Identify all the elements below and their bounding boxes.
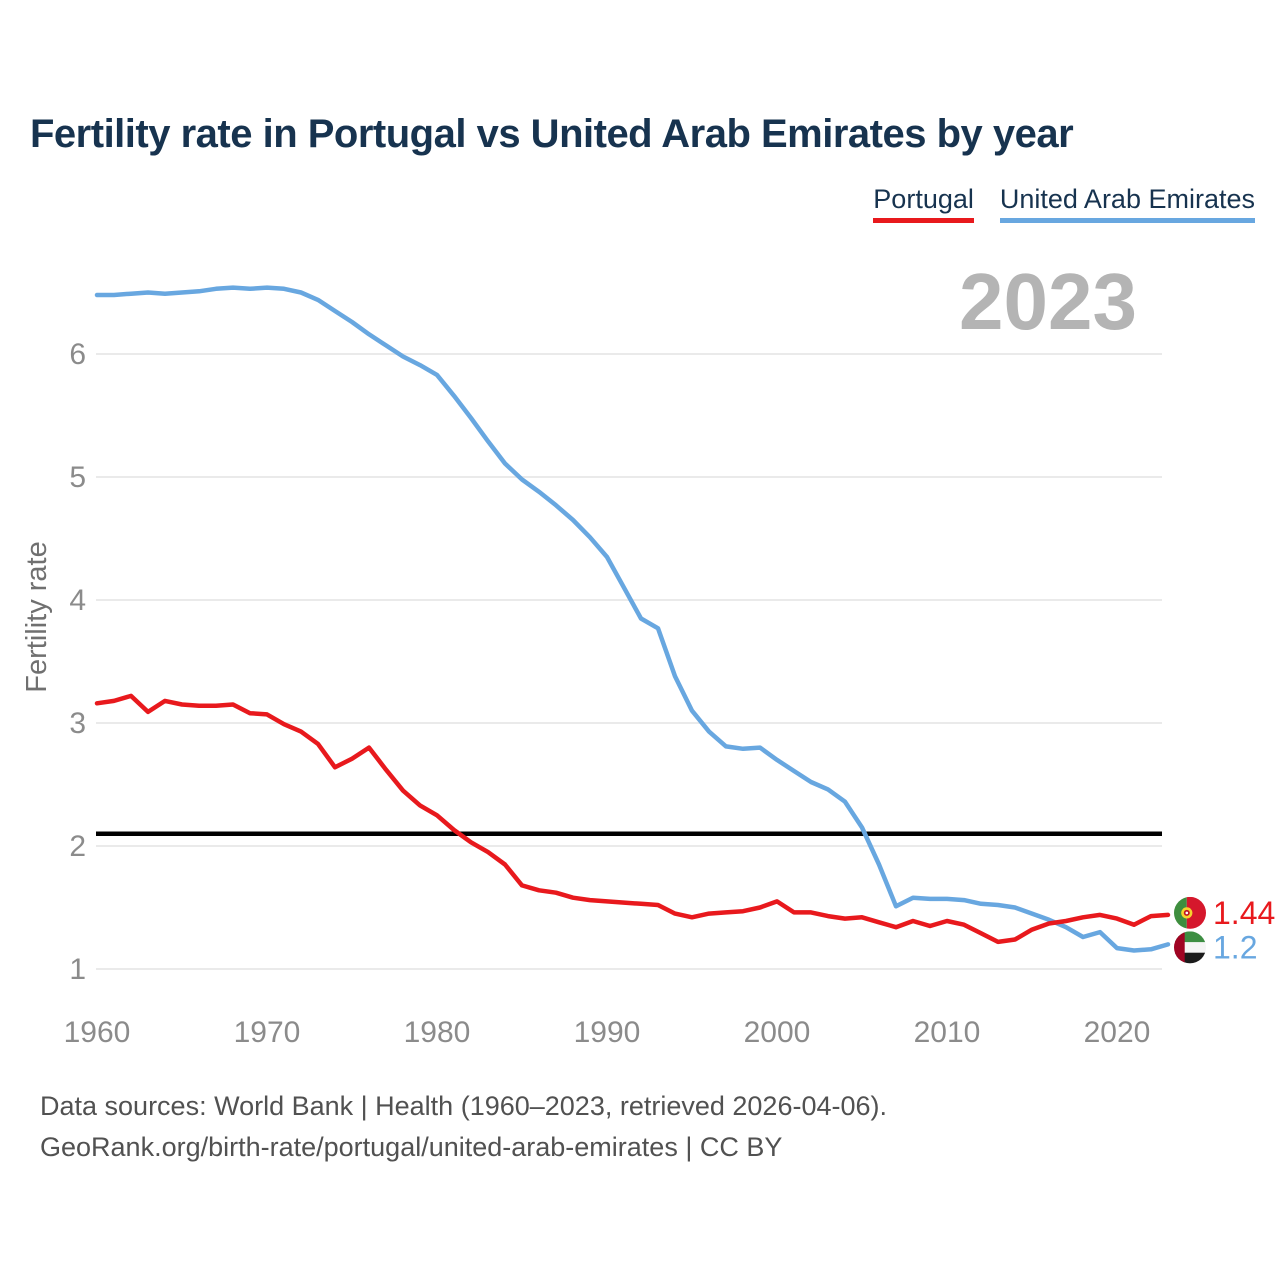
legend-item-united-arab-emirates[interactable]: United Arab Emirates [999,184,1255,223]
x-tick-label: 1970 [234,1016,301,1049]
y-tick-label: 4 [69,584,86,617]
footer-source-line: Data sources: World Bank | Health (1960–… [40,1091,887,1121]
legend: Portugal United Arab Emirates [873,184,1255,223]
x-tick-label: 2020 [1084,1016,1151,1049]
y-axis-title: Fertility rate [21,541,53,692]
x-tick-label: 2000 [744,1016,811,1049]
portugal-flag-icon [1172,895,1208,931]
legend-item-portugal[interactable]: Portugal [873,184,974,223]
footer-attribution-line: GeoRank.org/birth-rate/portugal/united-a… [40,1132,783,1162]
series-line-portugal[interactable] [94,693,1171,945]
year-watermark: 2023 [959,257,1137,346]
y-tick-label: 6 [69,338,86,371]
x-tick-label: 1960 [64,1016,131,1049]
y-tick-label: 3 [69,707,86,740]
x-tick-label: 2010 [914,1016,981,1049]
footer: Data sources: World Bank | Health (1960–… [40,1086,887,1168]
end-value-labels: 1.441.2 [1213,895,1275,966]
end-value-label-united-arab-emirates: 1.2 [1213,929,1257,965]
x-tick-label: 1990 [574,1016,641,1049]
chart-title: Fertility rate in Portugal vs United Ara… [30,112,1074,156]
x-tick-label: 1980 [404,1016,471,1049]
data-lines[interactable] [94,285,1171,953]
gridlines [96,353,1162,970]
y-tick-label: 5 [69,461,86,494]
uae-flag-icon [1172,929,1208,965]
series-line-united-arab-emirates[interactable] [94,285,1171,953]
y-tick-label: 2 [69,830,86,863]
end-value-label-portugal: 1.44 [1213,895,1275,931]
y-tick-label: 1 [69,953,86,986]
axis-labels: 1 2 3 4 5 6 1960 1970 1980 1990 2000 2010 2020 Fertil… [21,338,1150,1049]
